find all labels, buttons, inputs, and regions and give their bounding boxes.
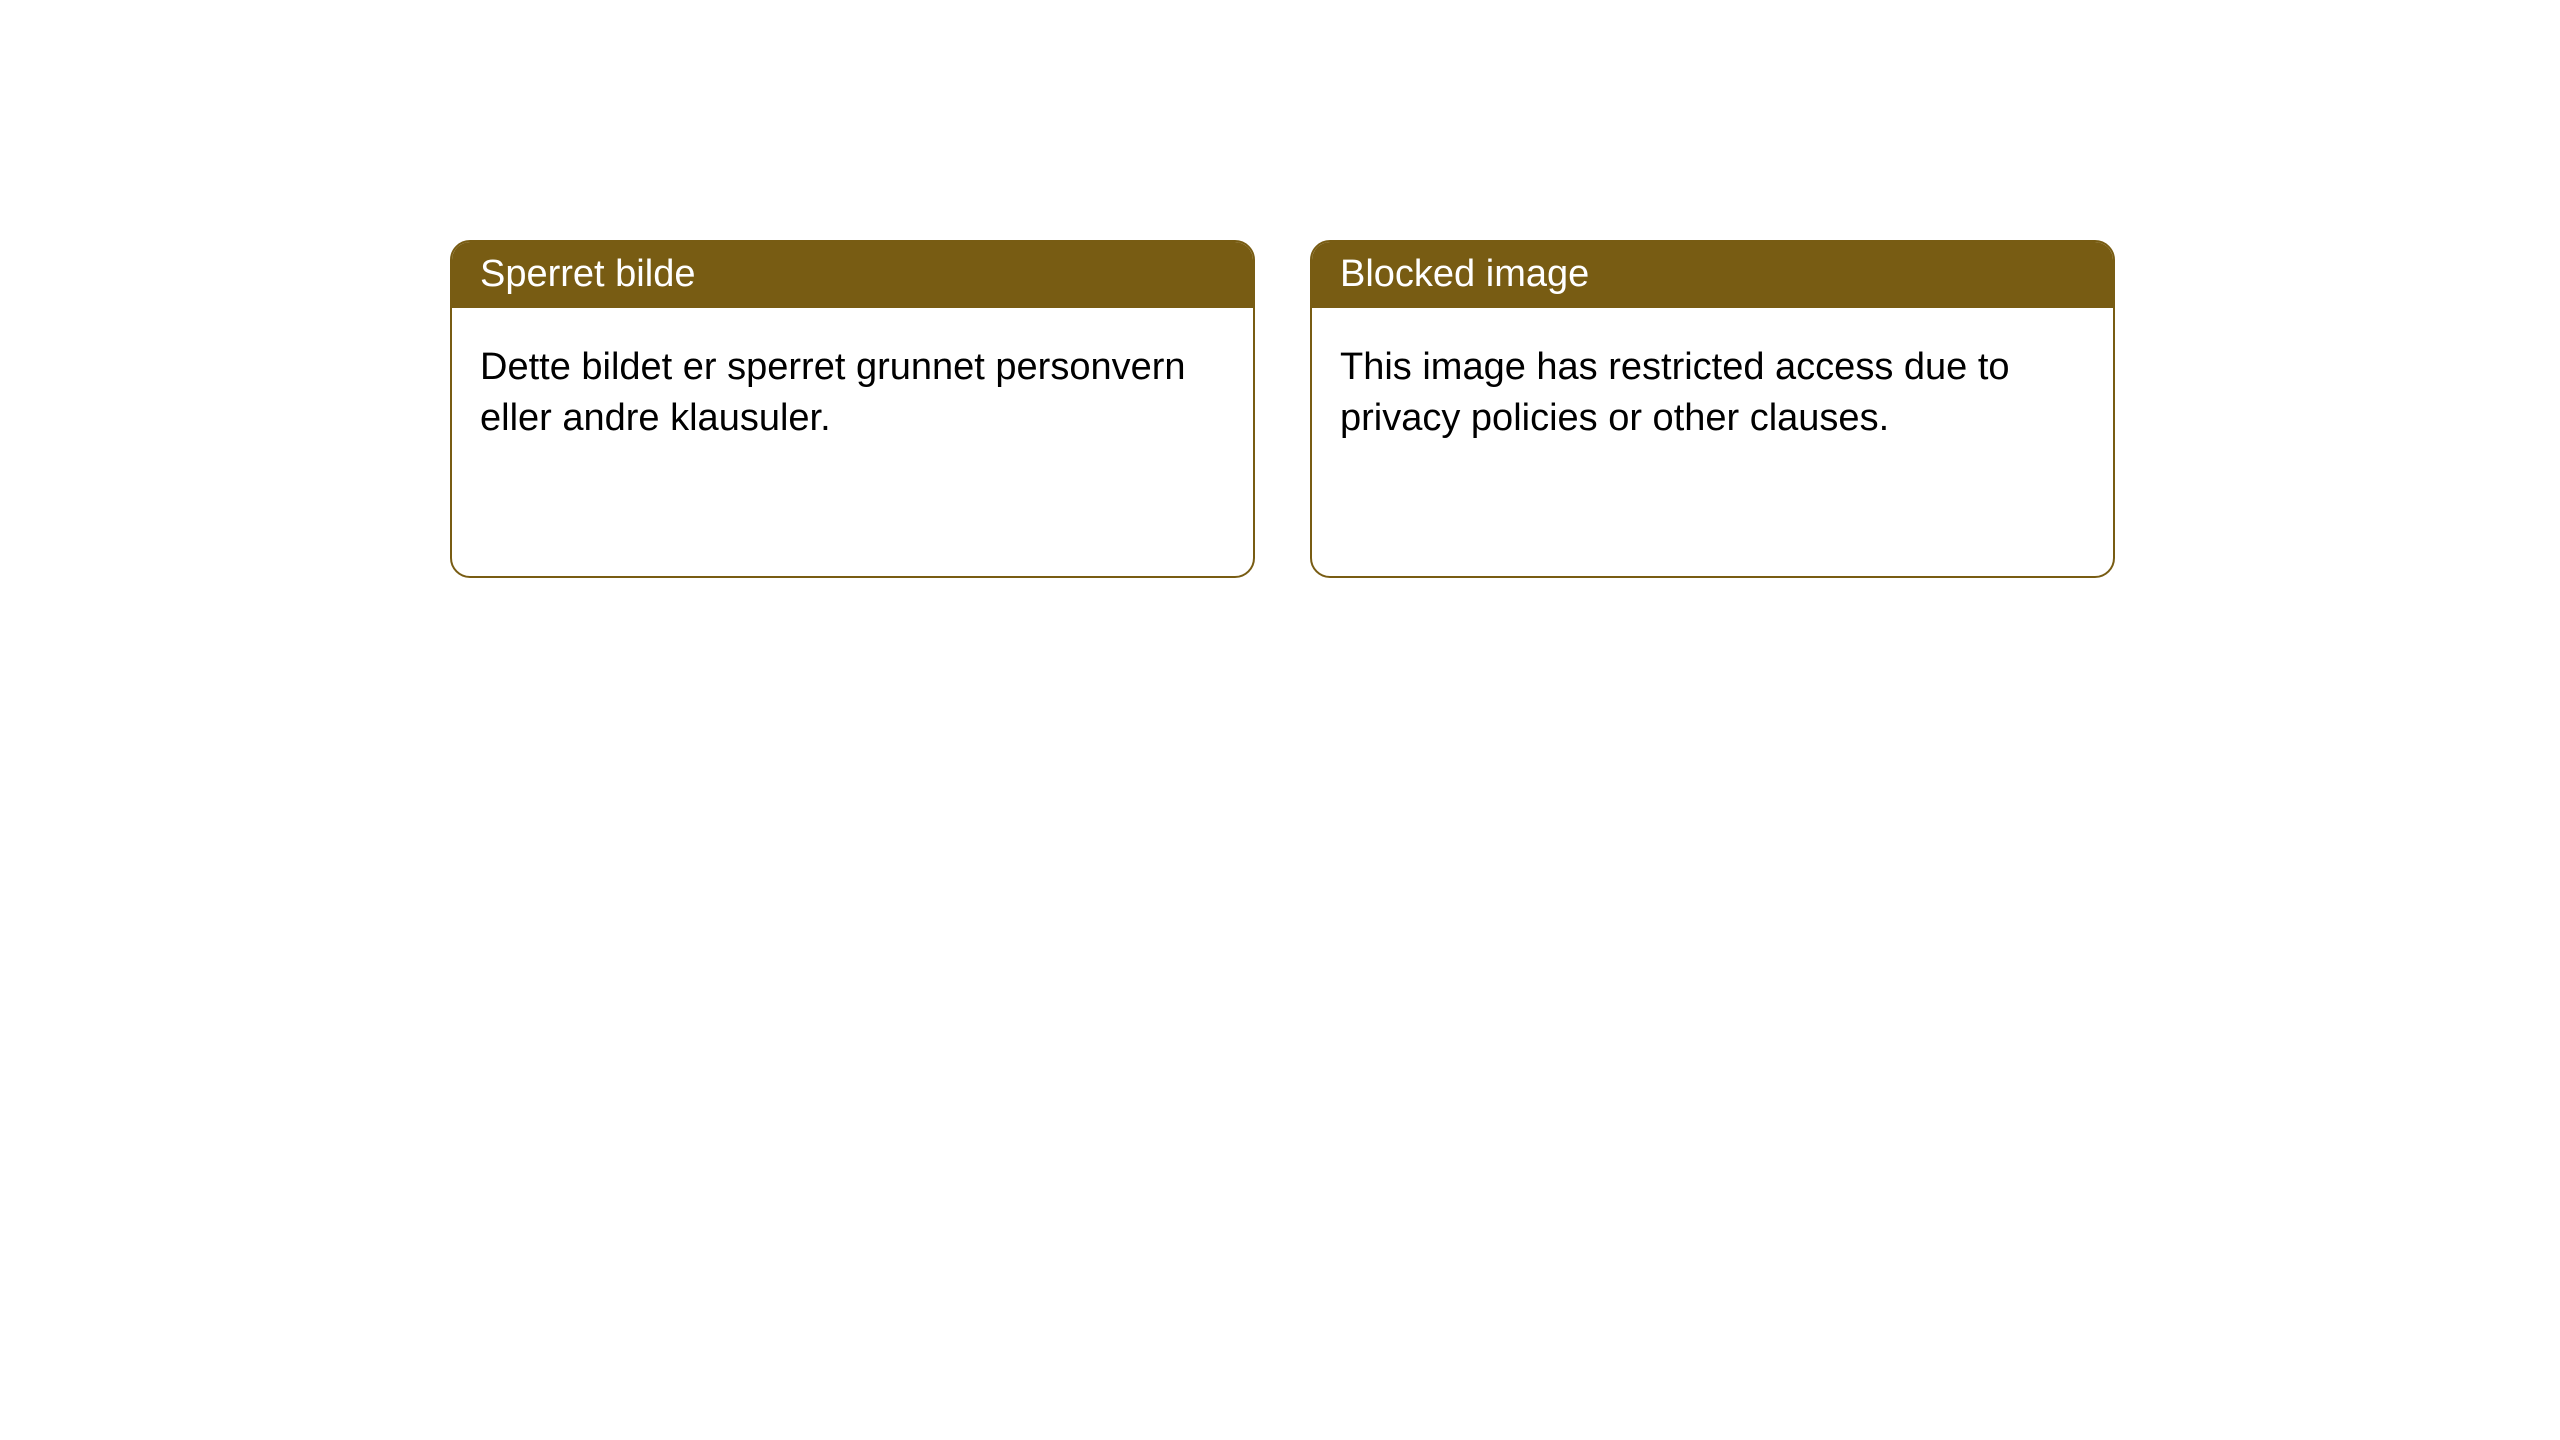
blocked-image-cards-container: Sperret bilde Dette bildet er sperret gr…: [450, 240, 2115, 578]
card-header: Blocked image: [1312, 242, 2113, 308]
card-body: This image has restricted access due to …: [1312, 308, 2113, 479]
blocked-card-english: Blocked image This image has restricted …: [1310, 240, 2115, 578]
card-header: Sperret bilde: [452, 242, 1253, 308]
card-body: Dette bildet er sperret grunnet personve…: [452, 308, 1253, 479]
blocked-card-norwegian: Sperret bilde Dette bildet er sperret gr…: [450, 240, 1255, 578]
